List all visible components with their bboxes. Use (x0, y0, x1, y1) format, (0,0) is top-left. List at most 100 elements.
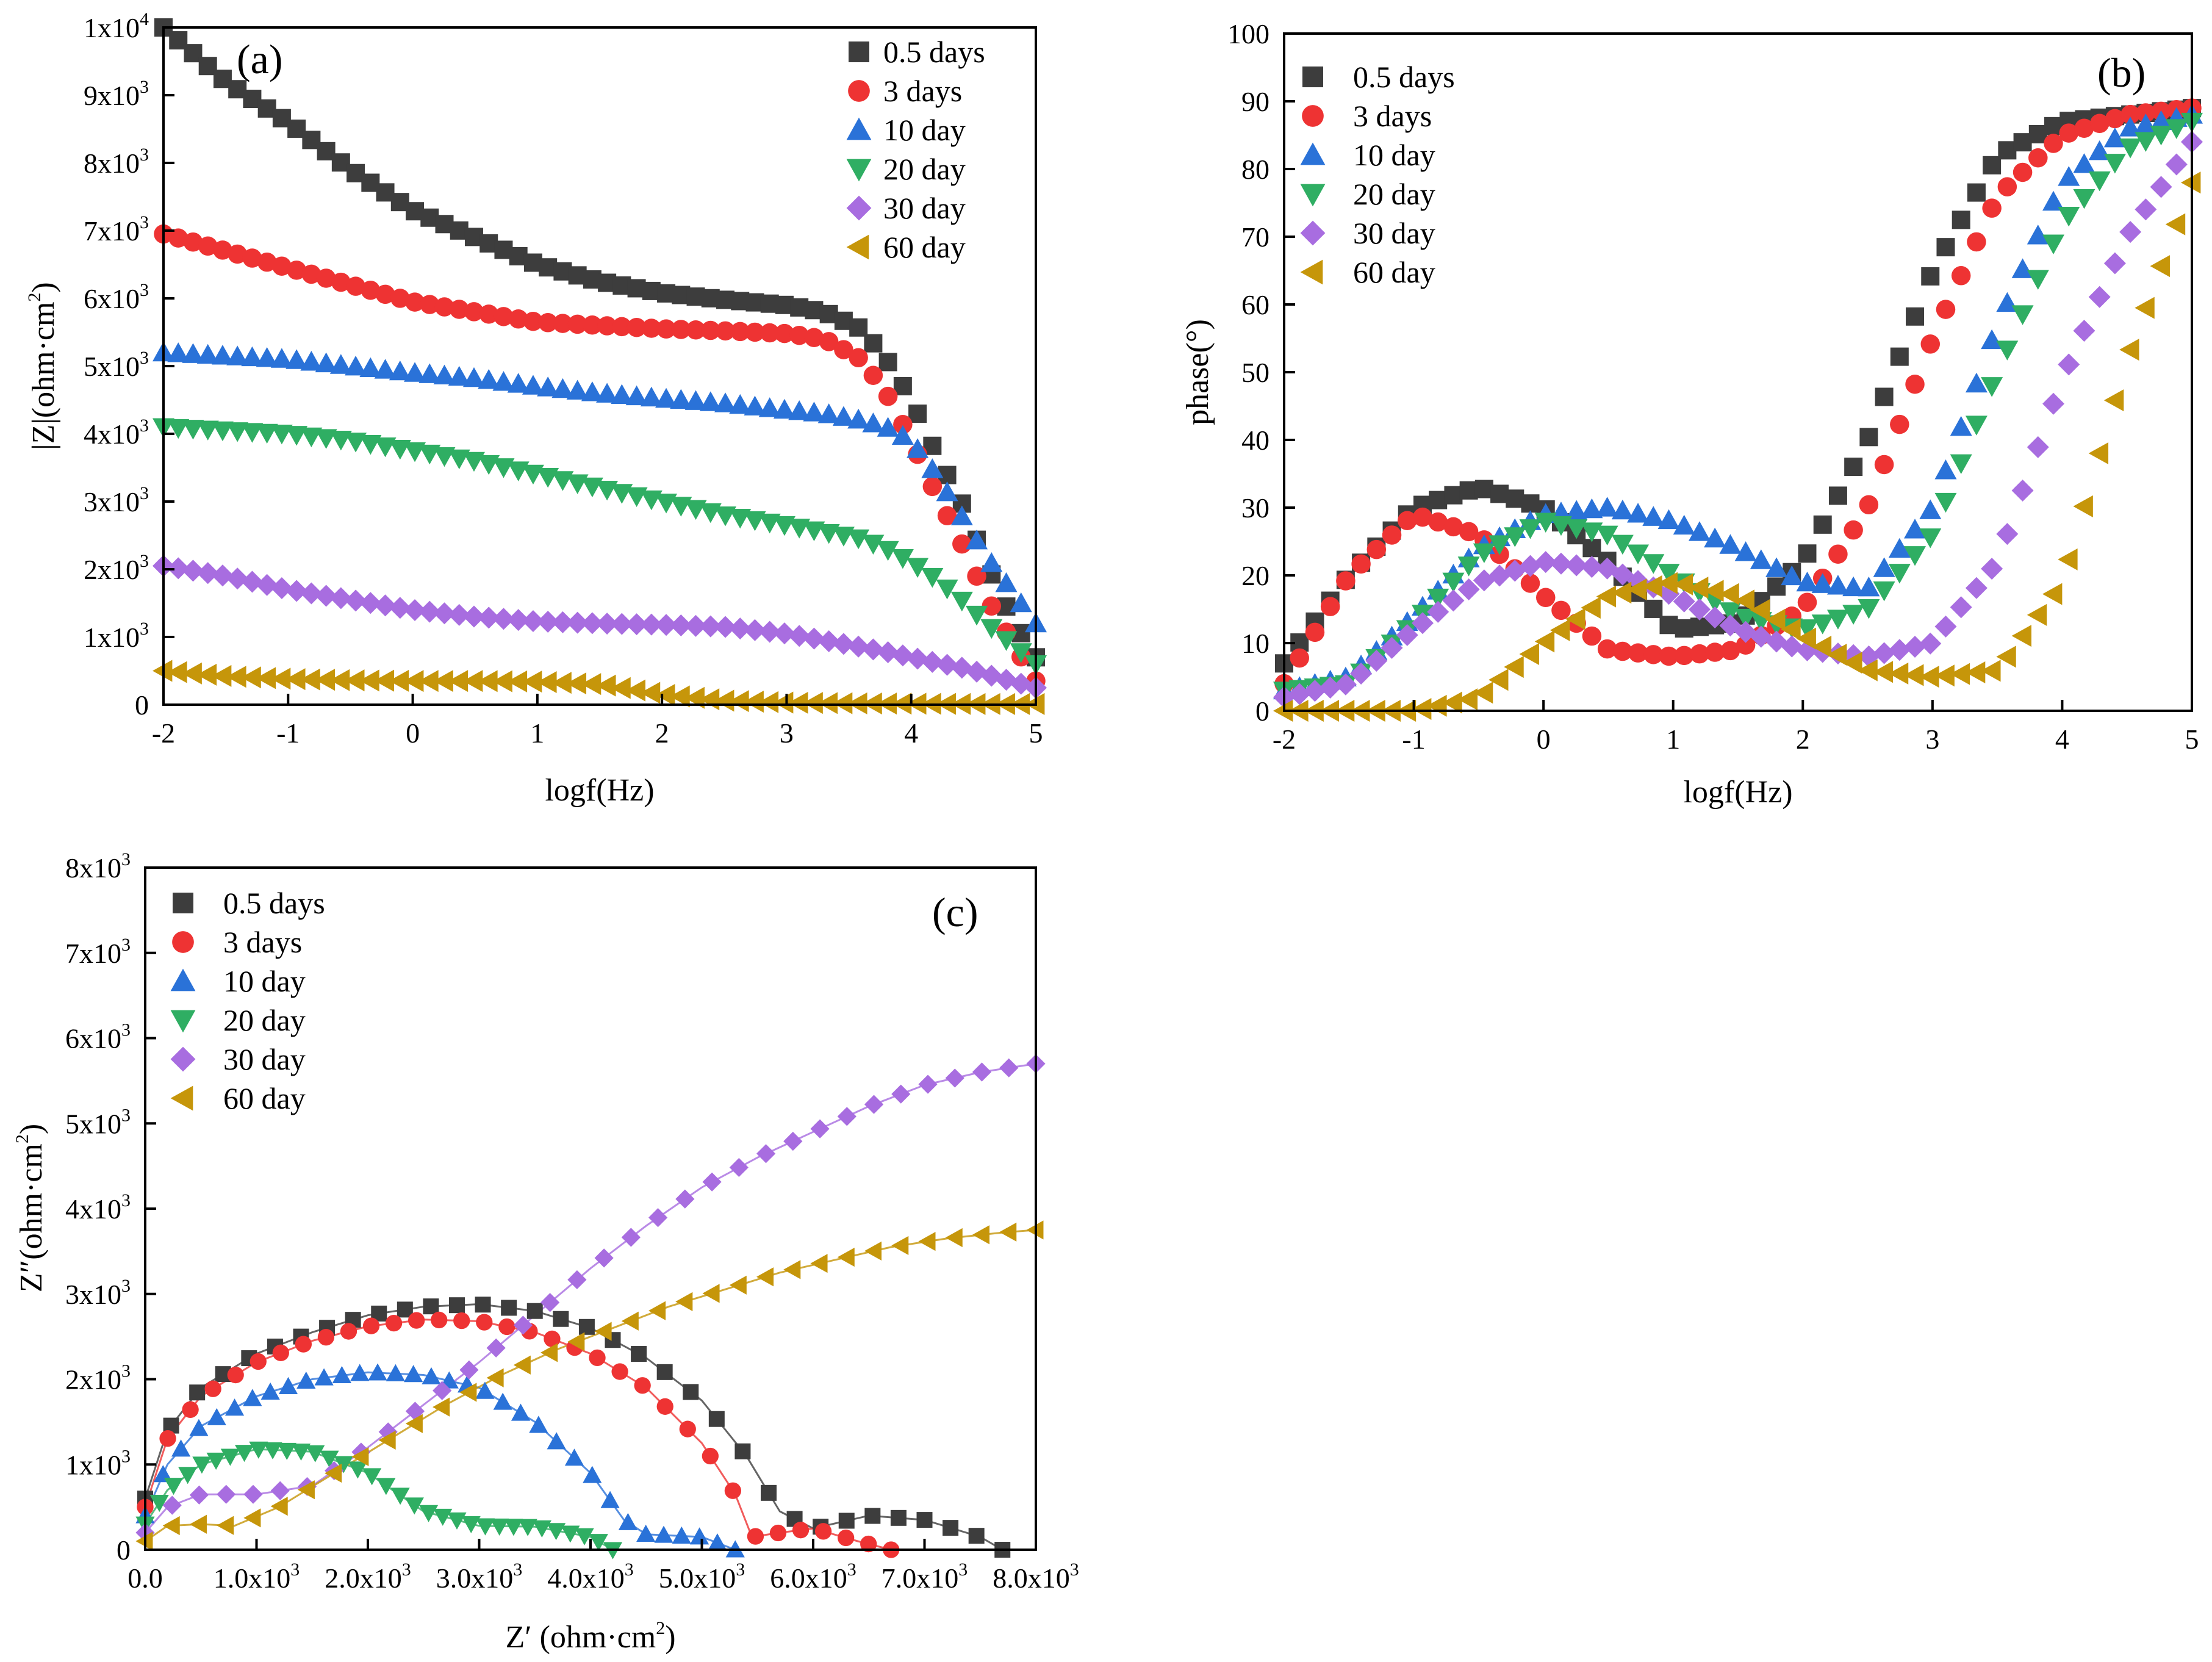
panel-c-marker-60-day (810, 1254, 828, 1273)
panel-c-marker-20-day (532, 1520, 551, 1538)
panel-a-impedance-modulus: -2 -1 0 1 2 3 4 5 0 1x103 2x103 3x103 4x103 5x103 6x1… (24, 9, 1047, 808)
panel-b-y-tick-label: 60 (1241, 289, 1269, 320)
panel-b-legend-label-3-days: 3 days (1353, 99, 1432, 133)
panel-b-marker-0-5-days (1859, 428, 1878, 447)
panel-c-marker-60-day (783, 1260, 801, 1279)
panel-a-marker-60-day (655, 684, 675, 707)
panel-a-marker-3-days (420, 295, 440, 314)
panel-a-marker-20-day (862, 534, 885, 555)
panel-b-marker-20-day (1965, 416, 1988, 436)
panel-c-marker-3-days (656, 1398, 673, 1415)
panel-c-y-axis-title: Z″(ohm·cm2) (12, 1124, 49, 1292)
panel-a-marker-20-day (315, 429, 337, 449)
panel-b-marker-30-day (2058, 353, 2080, 376)
panel-c-marker-20-day (546, 1523, 566, 1541)
panel-a-marker-20-day (936, 579, 958, 600)
panel-b-marker-60-day (1919, 666, 1939, 688)
panel-c-marker-3-days (814, 1523, 832, 1540)
panel-a-marker-60-day (862, 692, 882, 714)
panel-c-marker-10-day (690, 1527, 709, 1545)
panel-a-marker-60-day (817, 692, 838, 714)
panel-a-marker-30-day (537, 611, 559, 633)
panel-a-marker-30-day (404, 599, 426, 621)
panel-b-marker-10-day (2058, 166, 2080, 186)
panel-c-marker-3-days (385, 1314, 403, 1332)
panel-c-marker-20-day (518, 1519, 537, 1536)
panel-a-marker-60-day (537, 671, 557, 694)
panel-c-marker-20-day (163, 1478, 184, 1495)
panel-a-marker-30-day (167, 557, 190, 580)
panel-a-marker-20-day (226, 422, 249, 442)
panel-b-marker-0-5-days (1444, 486, 1463, 505)
panel-b-marker-60-day (1565, 608, 1585, 630)
panel-a-marker-30-day (714, 616, 737, 638)
panel-c-marker-30-day (702, 1172, 722, 1192)
panel-b-marker-60-day (1873, 661, 1893, 683)
panel-c-marker-20-day (376, 1478, 396, 1495)
panel-b-marker-30-day (2088, 286, 2111, 308)
panel-b-marker-60-day (1504, 656, 1524, 678)
panel-b-marker-3-days (1382, 525, 1402, 545)
panel-b-marker-3-days (1305, 622, 1325, 642)
panel-a-marker-10-day (418, 363, 441, 383)
panel-a-marker-30-day (788, 625, 811, 647)
panel-a-marker-20-day (877, 541, 899, 561)
panel-b-marker-10-day (1826, 575, 1849, 595)
panel-b-marker-60-day (2058, 548, 2078, 570)
panel-c-marker-60-day (864, 1241, 882, 1261)
panel-c-marker-20-day (348, 1461, 368, 1479)
panel-b-marker-30-day (1919, 632, 1942, 655)
panel-c-marker-60-day (378, 1430, 396, 1450)
panel-a-y-tick-label: 3x103 (84, 483, 149, 517)
panel-c-marker-30-day (783, 1131, 803, 1151)
panel-b-marker-30-day (1534, 551, 1557, 574)
panel-a-marker-60-day (788, 691, 808, 714)
panel-b-marker-20-day (2011, 305, 2034, 325)
panel-b-marker-30-day (1965, 577, 1988, 599)
panel-c-marker-20-day (575, 1528, 594, 1545)
panel-a-marker-20-day (241, 423, 264, 443)
panel-b-marker-60-day (1473, 682, 1493, 704)
panel-b-marker-20-day (1504, 527, 1526, 547)
panel-b-marker-60-day (1673, 573, 1693, 595)
panel-c-marker-0-5-days (423, 1298, 439, 1315)
panel-c-marker-10-day (243, 1389, 262, 1406)
panel-a-marker-30-day (315, 585, 337, 607)
panel-a-x-tick-label: 0 (406, 718, 420, 749)
panel-b-marker-3-days (1828, 544, 1848, 564)
panel-c-marker-30-day (999, 1058, 1019, 1077)
panel-a-marker-3-days (494, 307, 514, 326)
panel-a-marker-30-day (625, 613, 648, 636)
panel-b-marker-3-days (1443, 517, 1463, 537)
panel-a-marker-30-day (758, 621, 781, 643)
panel-a-markers (153, 18, 1047, 715)
panel-a-marker-30-day (581, 612, 603, 635)
panel-b-marker-60-day (1765, 608, 1786, 631)
panel-a-marker-3-days (686, 320, 706, 340)
panel-c-marker-30-day (513, 1315, 533, 1335)
panel-a-marker-30-day (433, 602, 456, 625)
panel-c-marker-0-5-days (656, 1364, 673, 1380)
panel-b-marker-3-days (1535, 588, 1556, 608)
panel-a-marker-10-day (404, 362, 426, 382)
panel-b-marker-20-day (1442, 572, 1465, 592)
panel-a-marker-30-day (877, 641, 899, 664)
panel-b-marker-10-day (2103, 127, 2126, 148)
panel-b-marker-60-day (2088, 442, 2109, 465)
panel-b-marker-30-day (2165, 153, 2188, 176)
panel-a-marker-60-day (670, 685, 690, 708)
panel-a-marker-3-days (242, 248, 262, 268)
panel-a-marker-3-days (730, 322, 750, 342)
panel-a-marker-3-days (405, 292, 425, 312)
panel-b-marker-60-day (1826, 644, 1847, 666)
panel-a-marker-30-day (640, 613, 663, 636)
panel-a-marker-3-days (228, 244, 247, 264)
panel-b-marker-30-day (1981, 558, 2003, 580)
panel-b-marker-20-day (2119, 138, 2142, 159)
panel-a-marker-60-day (300, 668, 320, 691)
panel-b-marker-30-day (1396, 624, 1418, 646)
panel-c-marker-10-day (332, 1365, 352, 1384)
panel-a-marker-60-day (374, 669, 394, 692)
panel-b-y-ticks: 0 10 20 30 40 50 60 70 80 90 100 (1227, 18, 1295, 727)
panel-c-marker-3-days (589, 1349, 606, 1367)
